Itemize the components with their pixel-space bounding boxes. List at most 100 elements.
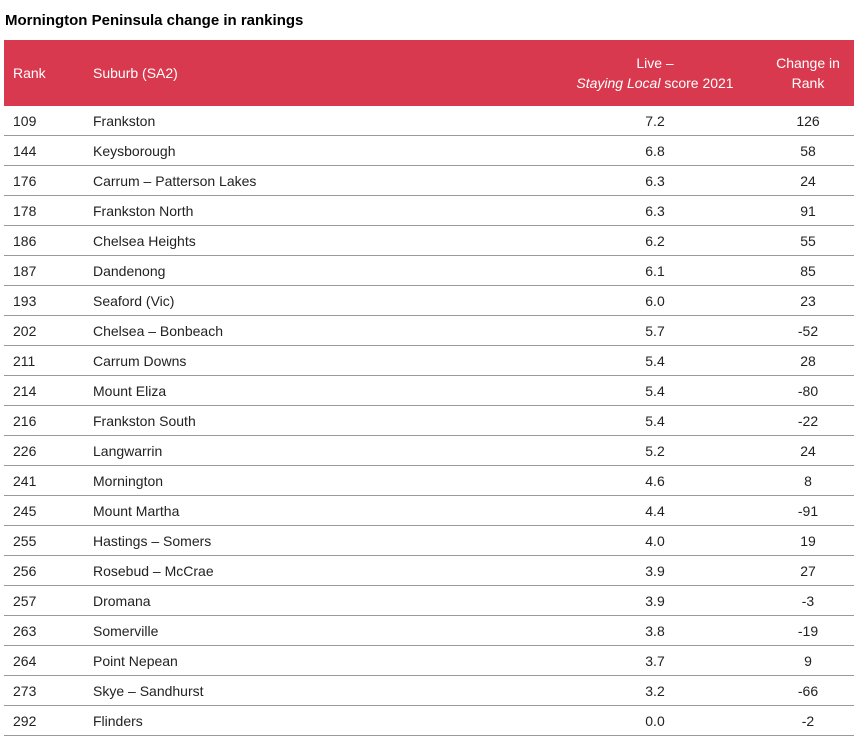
cell-suburb: Langwarrin: [93, 435, 548, 466]
cell-change: 24: [762, 165, 854, 196]
table-row: 292 Flinders 0.0 -2: [4, 705, 854, 736]
cell-rank: 109: [4, 106, 93, 136]
table-row: 255 Hastings – Somers 4.0 19: [4, 525, 854, 556]
table-row: 178 Frankston North 6.3 91: [4, 195, 854, 226]
cell-suburb: Rosebud – McCrae: [93, 555, 548, 586]
cell-rank: 144: [4, 135, 93, 166]
cell-suburb: Frankston South: [93, 405, 548, 436]
cell-rank: 256: [4, 555, 93, 586]
cell-score: 3.8: [548, 615, 762, 646]
table-row: 226 Langwarrin 5.2 24: [4, 435, 854, 466]
rankings-table: Rank Suburb (SA2) Live – Staying Local s…: [4, 40, 854, 736]
cell-score: 6.1: [548, 255, 762, 286]
cell-score: 4.6: [548, 465, 762, 496]
table-row: 256 Rosebud – McCrae 3.9 27: [4, 555, 854, 586]
cell-change: -80: [762, 375, 854, 406]
cell-change: -91: [762, 495, 854, 526]
cell-score: 6.3: [548, 195, 762, 226]
cell-score: 5.2: [548, 435, 762, 466]
cell-suburb: Frankston North: [93, 195, 548, 226]
cell-change: -19: [762, 615, 854, 646]
cell-change: -22: [762, 405, 854, 436]
table-row: 263 Somerville 3.8 -19: [4, 615, 854, 646]
cell-score: 3.9: [548, 585, 762, 616]
cell-suburb: Flinders: [93, 705, 548, 736]
cell-score: 5.4: [548, 345, 762, 376]
cell-change: 19: [762, 525, 854, 556]
cell-suburb: Frankston: [93, 106, 548, 136]
table-row: 216 Frankston South 5.4 -22: [4, 405, 854, 436]
cell-rank: 273: [4, 675, 93, 706]
cell-change: 27: [762, 555, 854, 586]
cell-score: 3.7: [548, 645, 762, 676]
cell-change: -52: [762, 315, 854, 346]
cell-suburb: Mornington: [93, 465, 548, 496]
cell-score: 4.0: [548, 525, 762, 556]
page-title: Mornington Peninsula change in rankings: [5, 12, 304, 29]
cell-suburb: Mount Martha: [93, 495, 548, 526]
cell-suburb: Dromana: [93, 585, 548, 616]
cell-suburb: Carrum – Patterson Lakes: [93, 165, 548, 196]
cell-suburb: Carrum Downs: [93, 345, 548, 376]
cell-score: 0.0: [548, 705, 762, 736]
cell-rank: 263: [4, 615, 93, 646]
cell-change: 28: [762, 345, 854, 376]
table-row: 241 Mornington 4.6 8: [4, 465, 854, 496]
table-body: 109 Frankston 7.2 126 144 Keysborough 6.8 58 176…: [4, 106, 854, 736]
cell-suburb: Point Nepean: [93, 645, 548, 676]
table-row: 214 Mount Eliza 5.4 -80: [4, 375, 854, 406]
header-change: Change in Rank: [776, 55, 840, 91]
cell-rank: 241: [4, 465, 93, 496]
cell-change: -66: [762, 675, 854, 706]
cell-score: 3.9: [548, 555, 762, 586]
cell-change: 24: [762, 435, 854, 466]
cell-rank: 216: [4, 405, 93, 436]
cell-rank: 186: [4, 225, 93, 256]
cell-score: 7.2: [548, 106, 762, 136]
header-score-prefix: Live –: [636, 55, 674, 71]
cell-change: 9: [762, 645, 854, 676]
table-row: 211 Carrum Downs 5.4 28: [4, 345, 854, 376]
cell-rank: 292: [4, 705, 93, 736]
table-row: 202 Chelsea – Bonbeach 5.7 -52: [4, 315, 854, 346]
cell-rank: 257: [4, 585, 93, 616]
cell-rank: 202: [4, 315, 93, 346]
cell-suburb: Keysborough: [93, 135, 548, 166]
table-row: 193 Seaford (Vic) 6.0 23: [4, 285, 854, 316]
cell-change: 58: [762, 135, 854, 166]
cell-rank: 193: [4, 285, 93, 316]
table-row: 109 Frankston 7.2 126: [4, 106, 854, 136]
cell-suburb: Chelsea – Bonbeach: [93, 315, 548, 346]
header-score-suffix: score 2021: [660, 75, 734, 91]
cell-rank: 245: [4, 495, 93, 526]
cell-score: 4.4: [548, 495, 762, 526]
cell-score: 6.3: [548, 165, 762, 196]
table-row: 273 Skye – Sandhurst 3.2 -66: [4, 675, 854, 706]
cell-score: 6.0: [548, 285, 762, 316]
cell-rank: 255: [4, 525, 93, 556]
header-score-italic: Staying Local: [576, 75, 661, 91]
table-row: 257 Dromana 3.9 -3: [4, 585, 854, 616]
cell-rank: 214: [4, 375, 93, 406]
table-row: 186 Chelsea Heights 6.2 55: [4, 225, 854, 256]
cell-suburb: Somerville: [93, 615, 548, 646]
cell-suburb: Seaford (Vic): [93, 285, 548, 316]
cell-change: 23: [762, 285, 854, 316]
cell-change: 55: [762, 225, 854, 256]
cell-suburb: Mount Eliza: [93, 375, 548, 406]
table-row: 245 Mount Martha 4.4 -91: [4, 495, 854, 526]
cell-score: 6.2: [548, 225, 762, 256]
cell-score: 5.4: [548, 405, 762, 436]
cell-suburb: Dandenong: [93, 255, 548, 286]
table-row: 176 Carrum – Patterson Lakes 6.3 24: [4, 165, 854, 196]
cell-score: 6.8: [548, 135, 762, 166]
header-suburb: Suburb (SA2): [93, 65, 178, 81]
cell-change: -3: [762, 585, 854, 616]
cell-rank: 187: [4, 255, 93, 286]
cell-rank: 176: [4, 165, 93, 196]
cell-change: 85: [762, 255, 854, 286]
cell-score: 5.4: [548, 375, 762, 406]
header-score: Live – Staying Local score 2021: [548, 40, 762, 106]
cell-rank: 226: [4, 435, 93, 466]
cell-rank: 178: [4, 195, 93, 226]
